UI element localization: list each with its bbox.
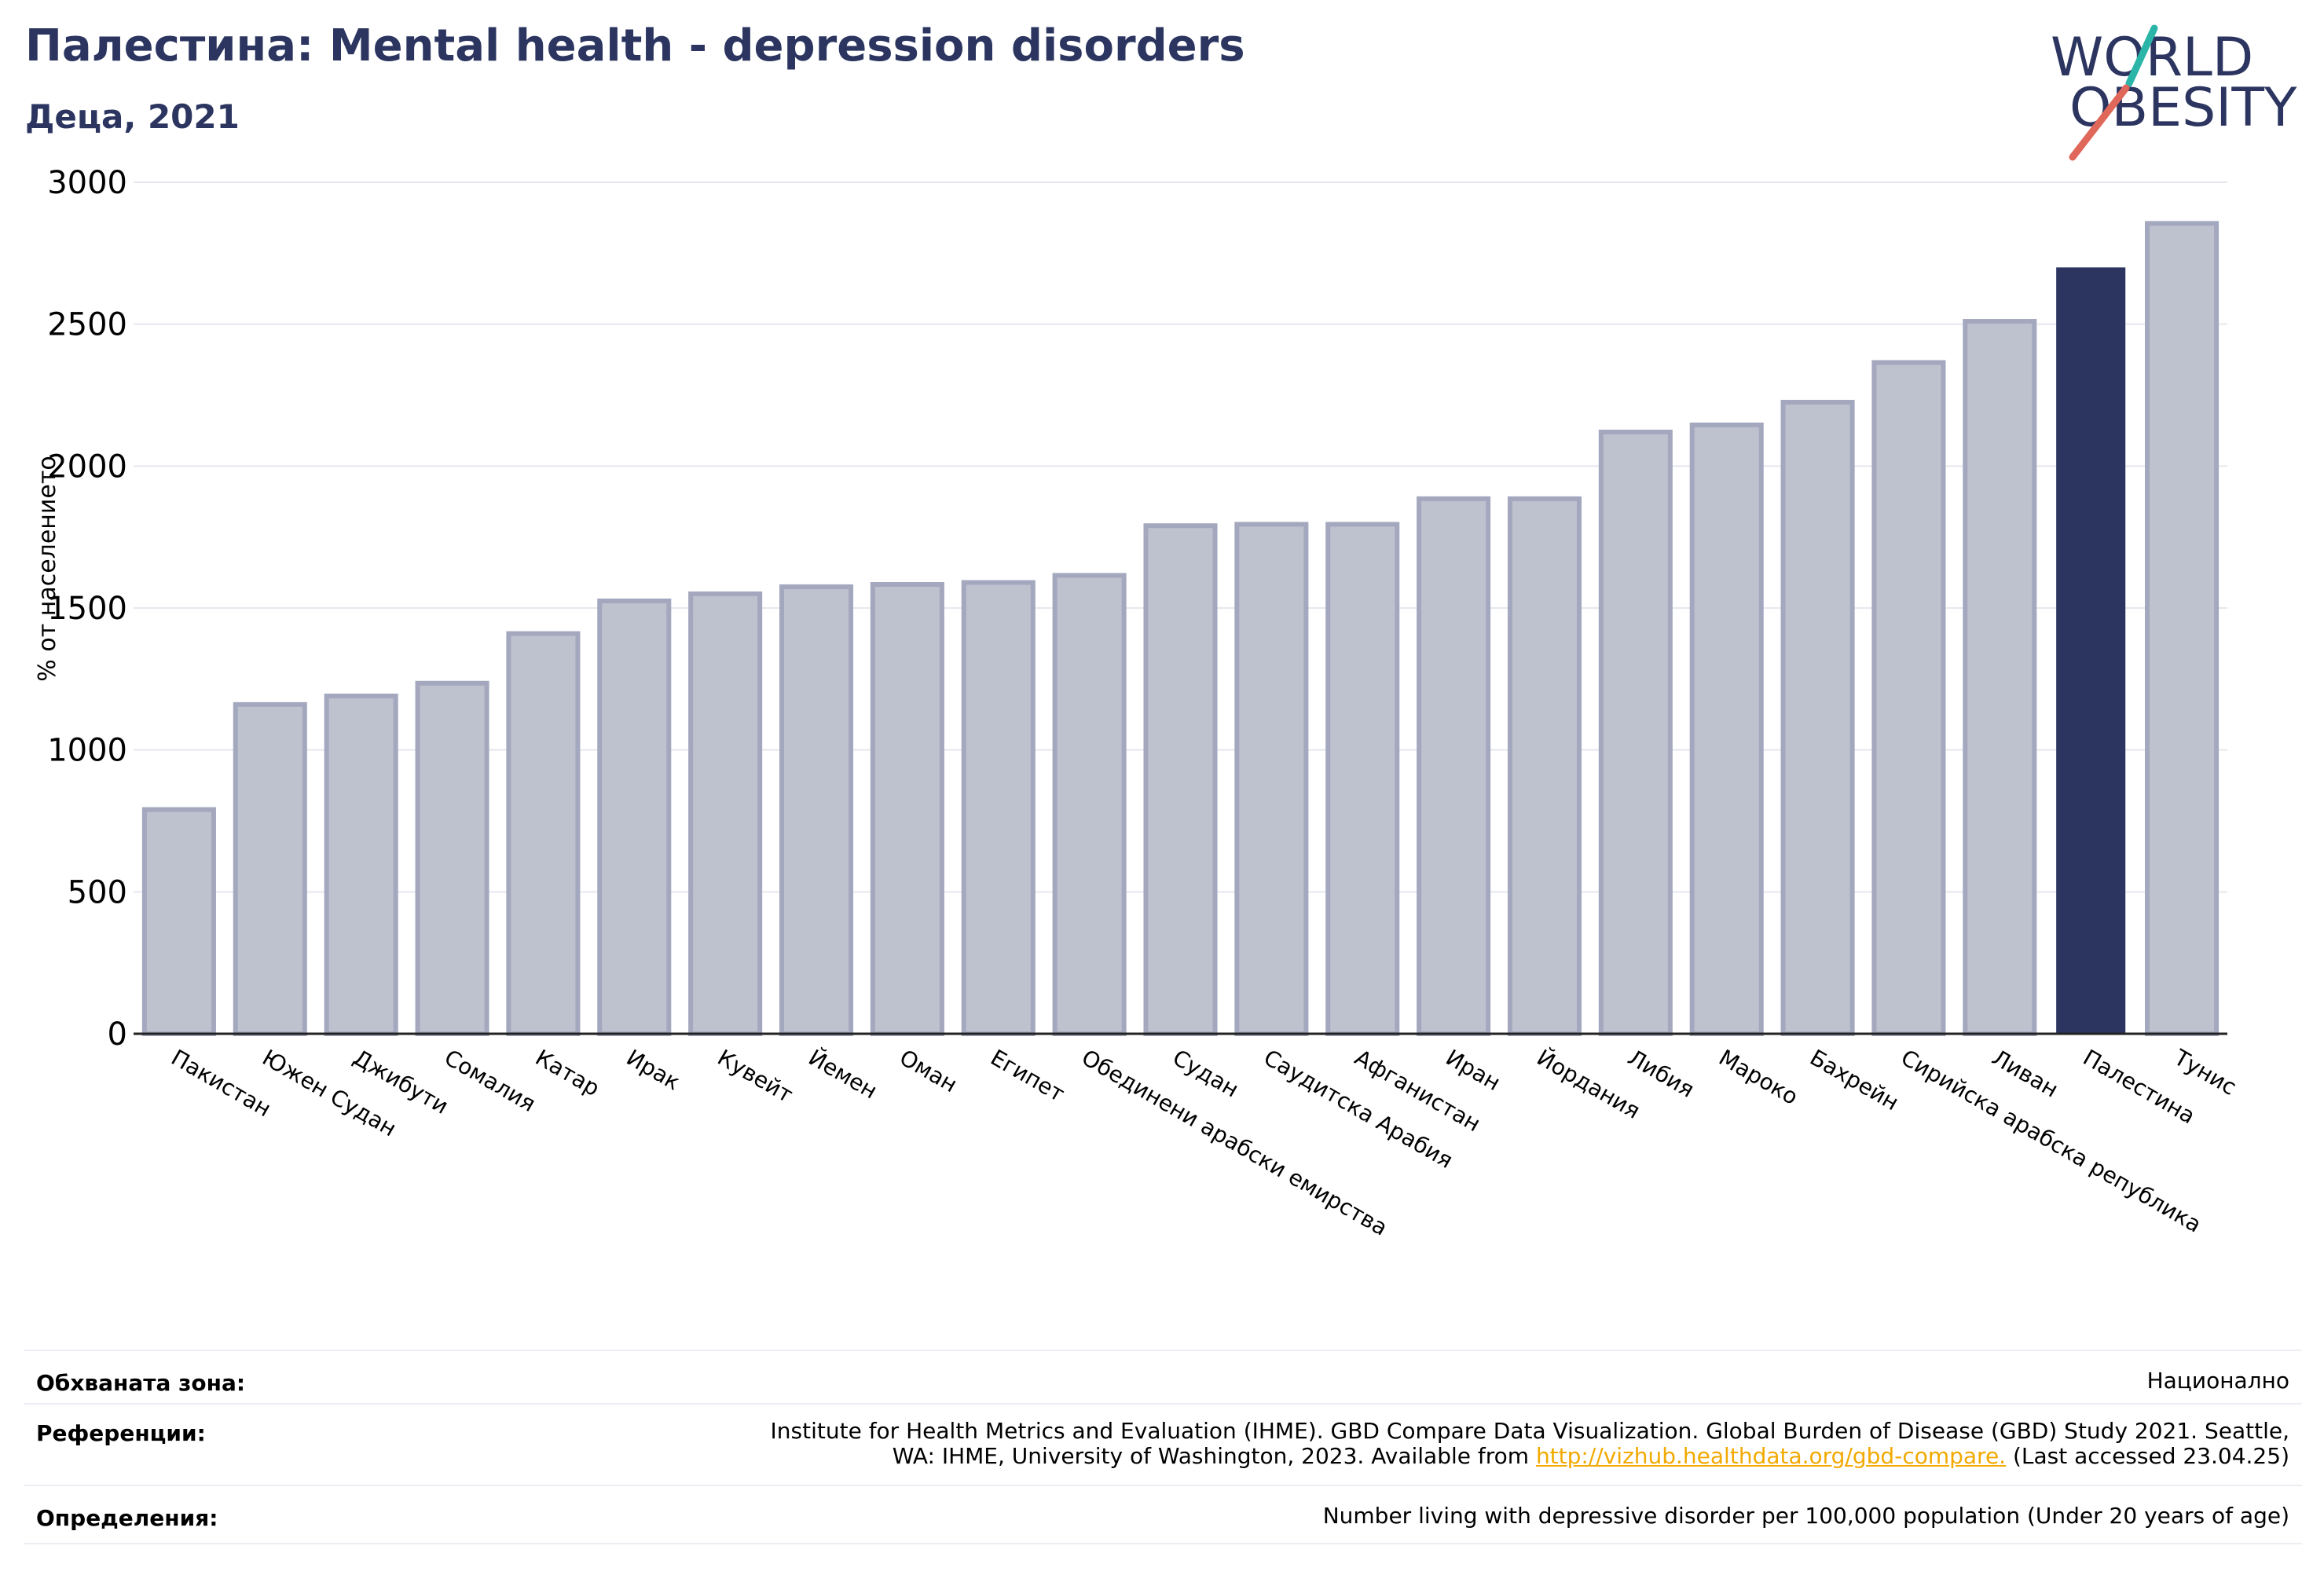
x-tick-label: Мароко [1714, 1044, 1802, 1110]
y-tick-label: 500 [68, 874, 127, 910]
y-ticks-layer: 0 500 1000 1500 2000 2500 3000 [47, 165, 127, 1053]
x-tick-label: Йемен [805, 1044, 882, 1104]
bar-12 [1143, 523, 1218, 1036]
coverage-value: Национално [2146, 1368, 2289, 1394]
y-tick-label: 2500 [47, 307, 127, 343]
bar-23 [2145, 221, 2220, 1037]
bar-1 [141, 807, 216, 1036]
x-tick-label: Сомалия [440, 1044, 540, 1117]
x-tick-label: Кувейт [713, 1044, 797, 1108]
y-tick-label: 3000 [47, 165, 127, 201]
bar-19 [1780, 400, 1855, 1036]
definitions-label: Определения: [36, 1505, 218, 1531]
y-tick-label: 2000 [47, 449, 127, 485]
coverage-label: Обхваната зона: [36, 1370, 246, 1396]
logo-slash-teal [2125, 24, 2158, 87]
y-tick-label: 1500 [47, 591, 127, 627]
definitions-row: Определения: Number living with depressi… [24, 1485, 2302, 1544]
bar-14 [1325, 522, 1400, 1036]
y-tick-label: 0 [108, 1016, 127, 1053]
bar-13 [1234, 522, 1309, 1036]
x-tick-label: Тунис [2169, 1044, 2241, 1101]
bar-3 [324, 694, 398, 1036]
x-tick-label: Либия [1623, 1044, 1699, 1102]
bar-16 [1507, 496, 1582, 1036]
references-line-2: WA: IHME, University of Washington, 2023… [771, 1444, 2289, 1469]
bar-15 [1417, 496, 1491, 1036]
x-tick-label: Иран [1442, 1044, 1505, 1096]
references-row: Референции: Institute for Health Metrics… [24, 1403, 2302, 1486]
chart-title: Палестина: Mental health - depression di… [25, 20, 1245, 71]
x-tick-label: Оман [895, 1044, 962, 1097]
bar-5 [506, 631, 581, 1037]
bar-2 [233, 701, 307, 1036]
references-link[interactable]: http://vizhub.healthdata.org/gbd-compare… [1535, 1443, 2007, 1469]
x-tick-label: Ирак [622, 1044, 685, 1095]
y-axis-label: % от населението [34, 456, 61, 681]
bar-22 [2056, 267, 2126, 1034]
references-accessed: (Last accessed 23.04.25) [2006, 1443, 2289, 1469]
definitions-value: Number living with depressive disorder p… [1322, 1503, 2289, 1529]
bar-11 [1052, 573, 1127, 1036]
world-obesity-logo: WORLD OBESITY [2051, 24, 2297, 161]
references-line-1: Institute for Health Metrics and Evaluat… [770, 1418, 2289, 1444]
x-tick-label: Обединени арабски емирства [1077, 1044, 1392, 1240]
coverage-row: Обхваната зона: Национално [24, 1350, 2302, 1405]
references-label: Референции: [36, 1420, 206, 1446]
references-value: Institute for Health Metrics and Evaluat… [771, 1419, 2289, 1469]
bar-9 [870, 582, 944, 1036]
x-tick-label: Катар [531, 1044, 604, 1101]
bar-17 [1598, 429, 1673, 1036]
metadata-table: Обхваната зона: Национално Референции: I… [24, 1350, 2302, 1554]
x-tick-label: Судан [1168, 1044, 1243, 1102]
bar-8 [779, 584, 854, 1036]
x-tick-label: Йордания [1532, 1044, 1644, 1124]
x-tick-label: Бахрейн [1805, 1044, 1903, 1115]
logo-slash-red [2069, 84, 2130, 161]
references-line-2-text: WA: IHME, University of Washington, 2023… [892, 1443, 1536, 1469]
bar-10 [961, 580, 1036, 1036]
x-tick-label: Египет [986, 1044, 1069, 1107]
bar-4 [415, 680, 489, 1037]
bar-20 [1871, 360, 1946, 1036]
bar-18 [1689, 422, 1764, 1036]
y-tick-label: 1000 [47, 733, 127, 769]
bar-7 [688, 591, 763, 1036]
x-tick-label: Ливан [1988, 1044, 2062, 1102]
x-tick-label: Пакистан [167, 1044, 275, 1122]
chart-subtitle: Деца, 2021 [25, 97, 240, 136]
bars-layer [141, 221, 2220, 1037]
bar-21 [1963, 319, 2037, 1036]
bar-6 [597, 598, 672, 1036]
